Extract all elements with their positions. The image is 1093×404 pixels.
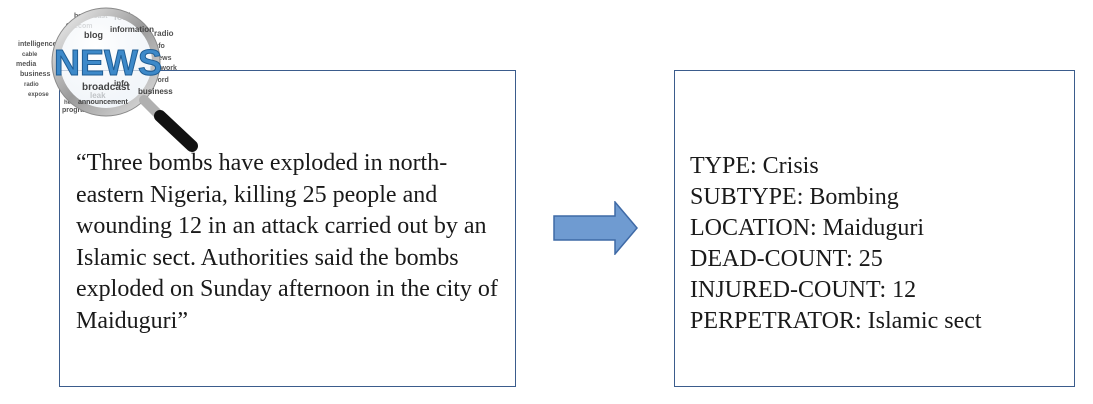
svg-text:broadcast: broadcast xyxy=(82,82,130,93)
news-headline-text: NEWS xyxy=(54,42,162,83)
arrow-right-icon xyxy=(553,201,638,255)
svg-text:blog: blog xyxy=(84,30,103,40)
svg-text:business: business xyxy=(138,87,173,96)
svg-text:program: program xyxy=(62,107,90,114)
svg-text:radio: radio xyxy=(24,82,39,88)
svg-text:network: network xyxy=(150,65,177,72)
svg-text:radio: radio xyxy=(154,29,174,38)
svg-text:info: info xyxy=(114,79,129,88)
field-perpetrator: PERPETRATOR: Islamic sect xyxy=(690,308,982,334)
svg-text:announcement: announcement xyxy=(78,99,128,106)
field-type: TYPE: Crisis xyxy=(690,153,819,179)
field-subtype: SUBTYPE: Bombing xyxy=(690,184,899,210)
svg-text:intelligence: intelligence xyxy=(18,41,57,48)
svg-text:expose: expose xyxy=(28,92,49,98)
svg-text:information: information xyxy=(110,25,154,34)
svg-text:media: media xyxy=(16,61,36,68)
source-text-box: “Three bombs have exploded in north-east… xyxy=(59,70,516,387)
field-list: TYPE: Crisis SUBTYPE: Bombing LOCATION: … xyxy=(690,151,982,337)
news-magnifier-logo: intelligence cable media business radio … xyxy=(16,7,198,152)
source-news-text: “Three bombs have exploded in north-east… xyxy=(76,150,498,334)
svg-text:word: word xyxy=(151,77,169,84)
svg-text:cable: cable xyxy=(22,52,38,58)
field-dead-count: DEAD-COUNT: 25 xyxy=(690,246,883,272)
field-location: LOCATION: Maiduguri xyxy=(690,215,924,241)
svg-text:business: business xyxy=(20,71,50,78)
svg-text:news: news xyxy=(154,55,172,62)
svg-text:info: info xyxy=(152,43,165,50)
field-injured-count: INJURED-COUNT: 12 xyxy=(690,277,917,303)
extracted-fields-box: TYPE: Crisis SUBTYPE: Bombing LOCATION: … xyxy=(674,70,1075,387)
